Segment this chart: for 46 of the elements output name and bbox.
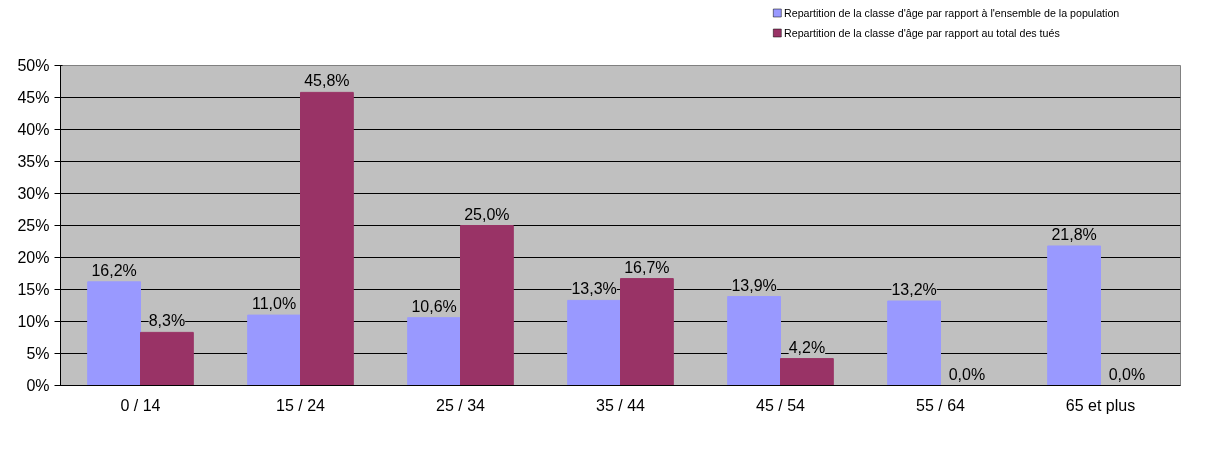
data-label: 13,3% (571, 280, 617, 298)
bar (567, 299, 621, 386)
legend-label: Repartition de la classe d'âge par rapport au total des tués (784, 27, 1060, 39)
bar (460, 225, 514, 386)
bar (1047, 245, 1101, 386)
data-label: 8,3% (148, 312, 186, 330)
y-tick-label: 45% (17, 89, 50, 106)
bar (87, 281, 141, 386)
x-tick-label: 65 et plus (1065, 396, 1136, 414)
y-tick-label: 25% (17, 217, 50, 234)
data-label: 21,8% (1051, 225, 1097, 243)
legend-label: Repartition de la classe d'âge par rapport à l'ensemble de la population (784, 7, 1120, 19)
data-label: 4,2% (788, 338, 826, 356)
y-tick-label: 20% (17, 249, 50, 266)
y-tick-label: 0% (26, 377, 50, 394)
y-tick-label: 50% (17, 57, 50, 74)
data-label: 16,7% (624, 258, 670, 276)
data-label: 11,0% (252, 295, 297, 313)
x-tick-label: 35 / 44 (596, 396, 646, 414)
bar (620, 278, 674, 386)
data-label: 16,2% (91, 261, 137, 279)
y-tick-label: 40% (17, 121, 50, 138)
y-tick-label: 35% (17, 153, 50, 170)
data-label: 45,8% (304, 72, 350, 90)
x-tick-label: 25 / 34 (436, 396, 486, 414)
data-label: 13,9% (731, 276, 777, 294)
y-tick-label: 5% (26, 345, 50, 362)
data-label: 0,0% (948, 365, 986, 383)
y-tick-label: 15% (17, 281, 50, 298)
y-tick-label: 30% (17, 185, 50, 202)
bar (300, 91, 354, 386)
data-label: 25,0% (464, 205, 510, 223)
data-label: 0,0% (1108, 365, 1146, 383)
bar (407, 317, 461, 386)
bar (887, 300, 941, 386)
bar (780, 358, 834, 386)
x-tick-label: 15 / 24 (276, 396, 326, 414)
x-tick-label: 0 / 14 (120, 396, 161, 414)
x-tick-label: 55 / 64 (916, 396, 966, 414)
x-tick-label: 45 / 54 (756, 396, 806, 414)
bar (247, 314, 301, 386)
bar (140, 331, 194, 386)
data-label: 13,2% (891, 281, 937, 299)
bar (727, 296, 781, 386)
y-tick-label: 10% (17, 313, 50, 330)
data-label: 10,6% (411, 297, 457, 315)
